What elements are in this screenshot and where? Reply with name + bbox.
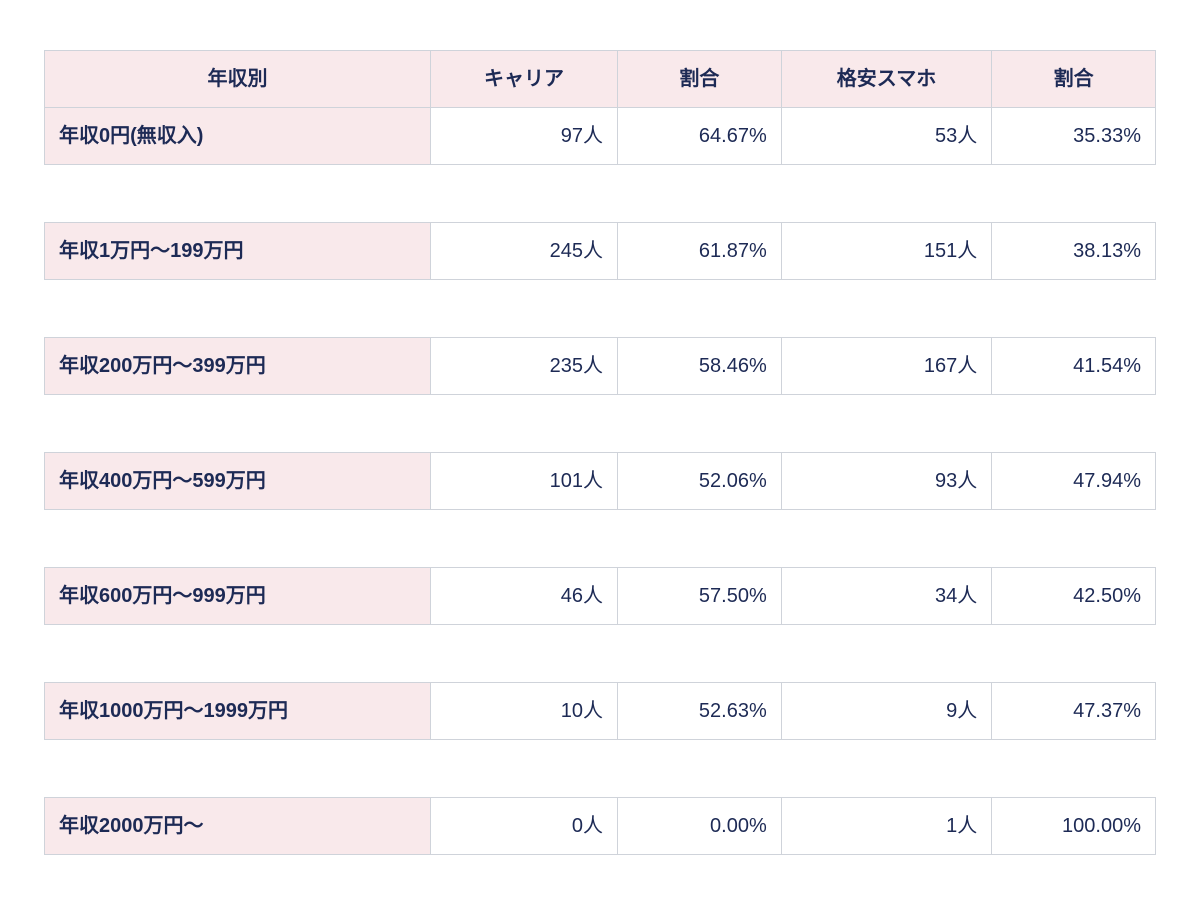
row-spacer bbox=[45, 625, 1156, 683]
cell-ratio1: 52.06% bbox=[618, 453, 782, 510]
income-table: 年収別 キャリア 割合 格安スマホ 割合 年収0円(無収入) 97人 64.67… bbox=[44, 50, 1156, 855]
cell-carrier: 245人 bbox=[430, 223, 617, 280]
col-header-ratio2: 割合 bbox=[992, 51, 1156, 108]
table-row: 年収1000万円〜1999万円 10人 52.63% 9人 47.37% bbox=[45, 683, 1156, 740]
cell-kakuyasu: 9人 bbox=[781, 683, 992, 740]
cell-ratio2: 38.13% bbox=[992, 223, 1156, 280]
cell-ratio2: 41.54% bbox=[992, 338, 1156, 395]
cell-ratio2: 47.37% bbox=[992, 683, 1156, 740]
cell-ratio2: 47.94% bbox=[992, 453, 1156, 510]
row-spacer bbox=[45, 165, 1156, 223]
cell-ratio1: 57.50% bbox=[618, 568, 782, 625]
cell-label: 年収200万円〜399万円 bbox=[45, 338, 431, 395]
col-header-carrier: キャリア bbox=[430, 51, 617, 108]
cell-kakuyasu: 34人 bbox=[781, 568, 992, 625]
cell-carrier: 0人 bbox=[430, 798, 617, 855]
col-header-kakuyasu: 格安スマホ bbox=[781, 51, 992, 108]
table-row: 年収2000万円〜 0人 0.00% 1人 100.00% bbox=[45, 798, 1156, 855]
cell-label: 年収0円(無収入) bbox=[45, 108, 431, 165]
cell-kakuyasu: 53人 bbox=[781, 108, 992, 165]
table-row: 年収200万円〜399万円 235人 58.46% 167人 41.54% bbox=[45, 338, 1156, 395]
cell-label: 年収400万円〜599万円 bbox=[45, 453, 431, 510]
cell-kakuyasu: 151人 bbox=[781, 223, 992, 280]
cell-ratio2: 35.33% bbox=[992, 108, 1156, 165]
row-spacer bbox=[45, 395, 1156, 453]
row-spacer bbox=[45, 280, 1156, 338]
table-row: 年収400万円〜599万円 101人 52.06% 93人 47.94% bbox=[45, 453, 1156, 510]
table-body: 年収0円(無収入) 97人 64.67% 53人 35.33% 年収1万円〜19… bbox=[45, 108, 1156, 855]
cell-ratio2: 42.50% bbox=[992, 568, 1156, 625]
cell-carrier: 97人 bbox=[430, 108, 617, 165]
cell-ratio1: 64.67% bbox=[618, 108, 782, 165]
cell-kakuyasu: 1人 bbox=[781, 798, 992, 855]
cell-kakuyasu: 93人 bbox=[781, 453, 992, 510]
row-spacer bbox=[45, 740, 1156, 798]
col-header-ratio1: 割合 bbox=[618, 51, 782, 108]
cell-carrier: 46人 bbox=[430, 568, 617, 625]
table-row: 年収600万円〜999万円 46人 57.50% 34人 42.50% bbox=[45, 568, 1156, 625]
cell-carrier: 235人 bbox=[430, 338, 617, 395]
income-table-wrap: 年収別 キャリア 割合 格安スマホ 割合 年収0円(無収入) 97人 64.67… bbox=[44, 50, 1156, 855]
table-header-row: 年収別 キャリア 割合 格安スマホ 割合 bbox=[45, 51, 1156, 108]
table-row: 年収0円(無収入) 97人 64.67% 53人 35.33% bbox=[45, 108, 1156, 165]
cell-kakuyasu: 167人 bbox=[781, 338, 992, 395]
cell-carrier: 10人 bbox=[430, 683, 617, 740]
cell-carrier: 101人 bbox=[430, 453, 617, 510]
row-spacer bbox=[45, 510, 1156, 568]
col-header-income: 年収別 bbox=[45, 51, 431, 108]
cell-label: 年収1000万円〜1999万円 bbox=[45, 683, 431, 740]
cell-label: 年収600万円〜999万円 bbox=[45, 568, 431, 625]
table-row: 年収1万円〜199万円 245人 61.87% 151人 38.13% bbox=[45, 223, 1156, 280]
cell-label: 年収1万円〜199万円 bbox=[45, 223, 431, 280]
cell-ratio1: 58.46% bbox=[618, 338, 782, 395]
cell-ratio1: 52.63% bbox=[618, 683, 782, 740]
cell-ratio1: 0.00% bbox=[618, 798, 782, 855]
cell-ratio1: 61.87% bbox=[618, 223, 782, 280]
cell-label: 年収2000万円〜 bbox=[45, 798, 431, 855]
cell-ratio2: 100.00% bbox=[992, 798, 1156, 855]
